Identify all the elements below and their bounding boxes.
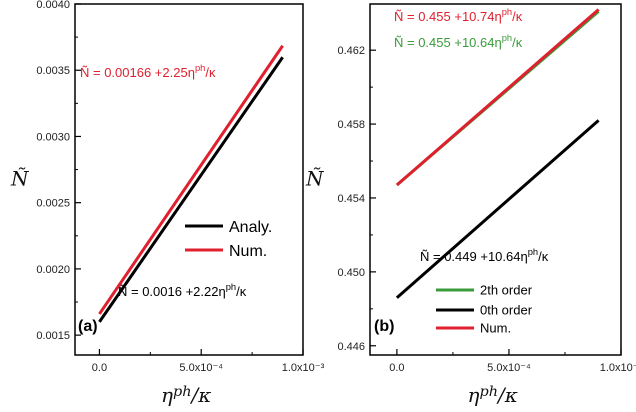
fit-equation-annotation: Ñ = 0.455 +10.64ηph/κ xyxy=(394,33,523,50)
legend-label: Num. xyxy=(229,243,267,260)
panel-label: (a) xyxy=(78,318,98,335)
y-tick-label: 0.0040 xyxy=(36,0,70,11)
panel-a: 0.0 5.0x10⁻⁴ 1.0x10⁻³ 0.0015 0.0020 0.0025 0.0… xyxy=(10,0,325,407)
y-tick-label: 0.462 xyxy=(337,45,365,57)
x-tick-label: 1.0x10⁻³ xyxy=(282,362,325,374)
x-axis-title: ηph/κ xyxy=(468,383,518,407)
fit-equation-annotation: Ñ = 0.449 +10.64ηph/κ xyxy=(420,247,549,264)
series-line-0th-order xyxy=(395,119,600,299)
y-tick-label: 0.0020 xyxy=(36,264,70,276)
legend-label: Analy. xyxy=(229,219,272,236)
series-line-analy xyxy=(98,56,284,323)
legend-label: 2th order xyxy=(480,283,533,298)
panel-b: 0.0 5.0x10⁻⁴ 1.0x10⁻³ 0.446 0.450 0.454 0.458 0… xyxy=(305,3,636,407)
panel-label: (b) xyxy=(374,318,394,335)
y-axis-title: Ñ xyxy=(10,167,30,191)
y-tick-label: 0.0015 xyxy=(36,330,70,342)
plot-frame xyxy=(369,3,622,356)
fit-equation-annotation: Ñ = 0.455 +10.74ηph/κ xyxy=(394,7,523,24)
y-tick-label: 0.446 xyxy=(337,341,365,353)
y-tick-label: 0.454 xyxy=(337,193,365,205)
x-tick-label: 5.0x10⁻⁴ xyxy=(487,362,531,374)
series-line-num xyxy=(395,8,600,187)
y-axis-title: Ñ xyxy=(305,167,325,191)
y-tick-label: 0.0025 xyxy=(36,198,70,210)
y-tick-label: 0.450 xyxy=(337,267,365,279)
plot-frame xyxy=(74,3,304,356)
x-tick-label: 1.0x10⁻³ xyxy=(600,362,636,374)
x-axis-title: ηph/κ xyxy=(161,383,211,407)
x-tick-label: 0.0 xyxy=(389,362,404,374)
y-tick-label: 0.0035 xyxy=(36,65,70,77)
legend-label: 0th order xyxy=(480,303,533,318)
x-tick-label: 5.0x10⁻⁴ xyxy=(179,362,223,374)
y-tick-label: 0.458 xyxy=(337,119,365,131)
series-line-num xyxy=(98,44,284,315)
y-tick-label: 0.0030 xyxy=(36,131,70,143)
x-tick-label: 0.0 xyxy=(92,362,107,374)
fit-equation-annotation: Ñ = 0.00166 +2.25ηph/κ xyxy=(80,63,216,80)
legend-label: Num. xyxy=(480,321,511,336)
fit-equation-annotation: Ñ = 0.0016 +2.22ηph/κ xyxy=(118,282,247,299)
